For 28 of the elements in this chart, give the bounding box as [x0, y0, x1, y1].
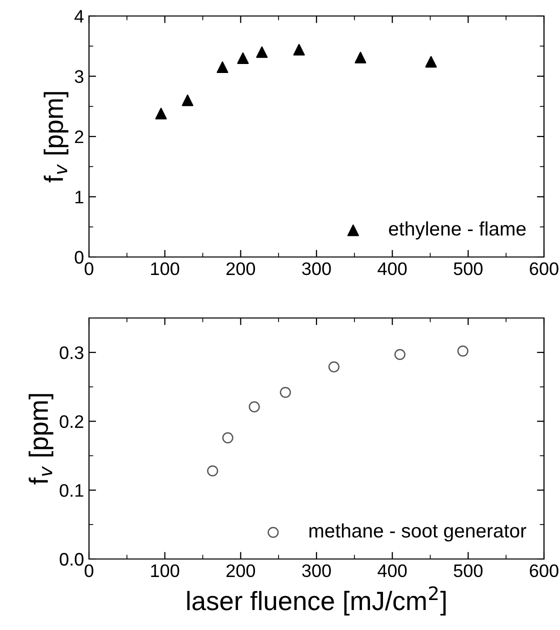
legend-label: ethylene - flame: [388, 221, 526, 240]
y-tick-label: 0.1: [60, 484, 84, 497]
y-tick-label: 0.2: [60, 415, 84, 428]
y-axis-title: f$_{v}$ [ppm]: [44, 92, 68, 182]
y-tick-label: 1: [75, 190, 84, 204]
y-tick-label: 4: [74, 10, 84, 23]
legend-label: methane - soot generator: [309, 523, 526, 542]
x-tick-label: 100: [151, 564, 180, 578]
x-tick-label: 300: [302, 262, 331, 276]
x-tick-label: 600: [530, 564, 558, 578]
x-tick-label: 500: [454, 262, 483, 276]
x-tick-label: 0: [84, 262, 94, 276]
x-tick-label: 600: [530, 262, 558, 276]
y-tick-label: 3: [74, 70, 84, 83]
x-axis-title: laser fluence [mJ/cm$^{2}$]: [187, 586, 446, 616]
x-tick-label: 200: [226, 564, 256, 578]
x-tick-label: 500: [454, 564, 483, 578]
y-tick-label: 2: [75, 130, 84, 144]
x-tick-label: 200: [226, 262, 256, 276]
y-tick-label: 0.0: [60, 552, 84, 566]
x-tick-label: 100: [151, 262, 180, 276]
y-tick-label: 0.3: [60, 346, 84, 360]
x-tick-label: 300: [302, 564, 331, 578]
x-tick-label: 0: [84, 564, 94, 578]
y-tick-label: 0: [74, 250, 84, 264]
x-tick-label: 400: [378, 564, 407, 578]
x-tick-label: 400: [378, 262, 407, 276]
y-axis-title: f$_{v}$ [ppm]: [28, 394, 54, 484]
